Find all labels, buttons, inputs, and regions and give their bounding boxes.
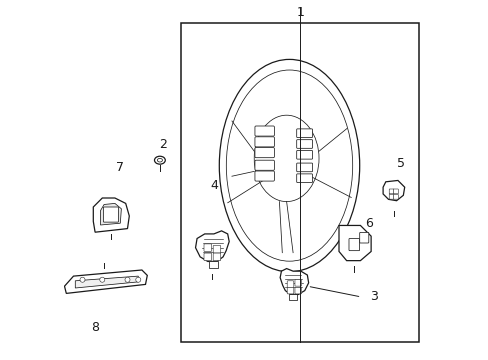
FancyBboxPatch shape [388,189,393,194]
FancyBboxPatch shape [294,279,301,286]
Polygon shape [288,294,296,300]
Polygon shape [280,269,308,294]
Polygon shape [338,225,370,261]
FancyBboxPatch shape [296,174,312,183]
FancyBboxPatch shape [254,160,274,170]
FancyBboxPatch shape [254,148,274,158]
Text: 8: 8 [91,321,99,334]
Circle shape [80,277,85,282]
Bar [181,23,418,342]
FancyBboxPatch shape [103,207,118,222]
FancyBboxPatch shape [286,281,293,287]
Text: 3: 3 [369,291,377,303]
FancyBboxPatch shape [286,287,293,294]
Polygon shape [195,231,229,261]
Text: 7: 7 [116,161,124,174]
Polygon shape [209,261,218,267]
FancyBboxPatch shape [359,233,368,243]
FancyBboxPatch shape [393,189,398,194]
Text: 4: 4 [209,179,217,192]
FancyBboxPatch shape [213,253,220,261]
FancyBboxPatch shape [296,150,312,159]
FancyBboxPatch shape [296,140,312,148]
Polygon shape [75,276,138,288]
FancyBboxPatch shape [348,238,359,251]
Text: 5: 5 [396,157,404,170]
Text: 2: 2 [159,138,167,150]
Ellipse shape [219,59,359,272]
Polygon shape [382,180,404,201]
FancyBboxPatch shape [254,126,274,136]
FancyBboxPatch shape [254,171,274,181]
FancyBboxPatch shape [296,129,312,138]
FancyBboxPatch shape [203,244,211,251]
FancyBboxPatch shape [388,194,393,199]
Ellipse shape [154,156,165,164]
Polygon shape [93,198,129,232]
Ellipse shape [157,158,162,162]
Polygon shape [101,203,121,225]
FancyBboxPatch shape [254,137,274,147]
Ellipse shape [226,70,352,261]
Circle shape [100,277,104,282]
FancyBboxPatch shape [294,287,301,294]
Circle shape [125,277,130,282]
Ellipse shape [254,115,318,202]
FancyBboxPatch shape [393,194,398,199]
FancyBboxPatch shape [203,253,211,261]
FancyBboxPatch shape [213,246,220,253]
Polygon shape [64,270,147,293]
Circle shape [136,277,141,282]
Text: 6: 6 [364,217,372,230]
Text: 1: 1 [296,6,304,19]
FancyBboxPatch shape [296,163,312,172]
